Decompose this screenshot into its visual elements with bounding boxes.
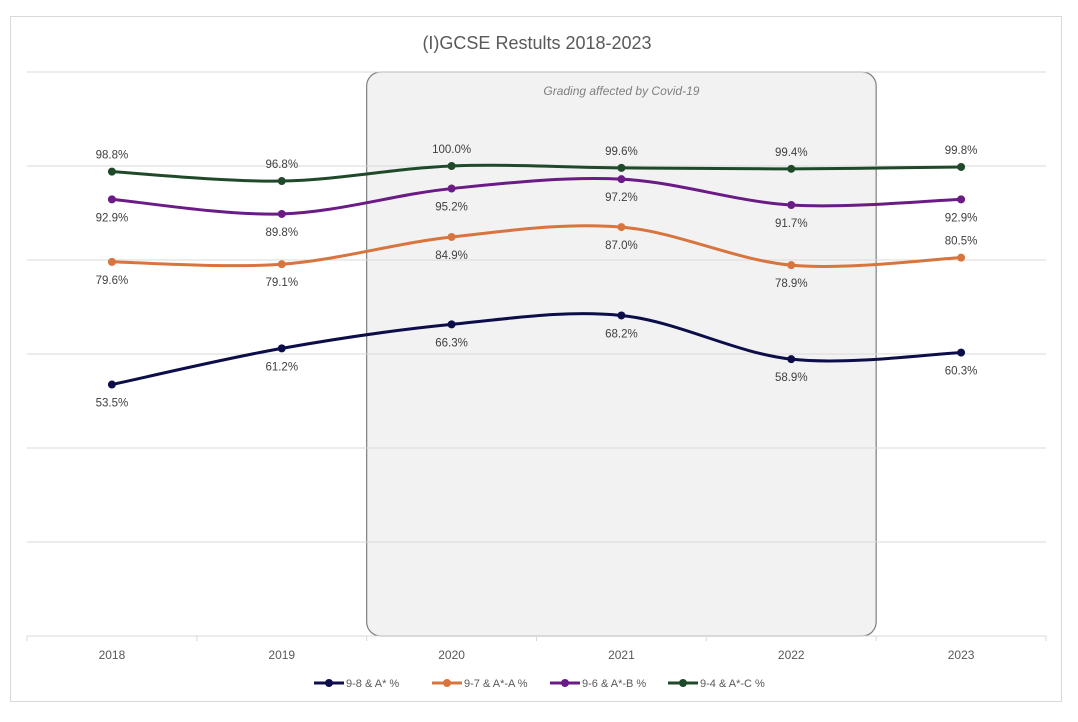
data-point [957, 348, 966, 357]
data-point [447, 232, 456, 241]
data-label: 99.8% [945, 145, 978, 157]
legend-marker [325, 679, 333, 687]
series-line [110, 224, 963, 268]
data-label: 97.2% [605, 192, 638, 204]
data-point [107, 380, 116, 389]
data-point [787, 201, 796, 210]
legend-marker [561, 679, 569, 687]
x-axis: 2018 2019 2020 2021 2022 2023 [26, 635, 1047, 662]
series-3 [107, 175, 966, 218]
legend-item: 9-8 & A* % [314, 678, 399, 690]
data-label: 79.1% [265, 277, 298, 289]
data-point [617, 223, 626, 232]
data-label: 60.3% [945, 366, 978, 378]
legend-label: 9-6 & A*-B % [582, 678, 646, 690]
data-label: 53.5% [96, 398, 129, 410]
data-label: 92.9% [945, 212, 978, 224]
data-point [957, 253, 966, 262]
x-tick-label: 2023 [948, 648, 975, 662]
data-point [447, 320, 456, 329]
data-point [277, 344, 286, 353]
data-point [277, 209, 286, 218]
covid-annotation-text: Grading affected by Covid-19 [543, 84, 699, 98]
data-label: 78.9% [775, 278, 808, 290]
data-point [957, 195, 966, 204]
series-line [110, 312, 963, 387]
series-4 [107, 162, 966, 186]
series-lines [107, 162, 966, 389]
series-2 [107, 223, 966, 270]
legend-label: 9-8 & A* % [346, 678, 399, 690]
legend-marker [443, 679, 451, 687]
legend-item: 9-7 & A*-A % [432, 678, 528, 690]
data-point [107, 167, 116, 176]
data-label: 99.4% [775, 147, 808, 159]
series-1 [107, 311, 966, 389]
legend-marker [679, 679, 687, 687]
data-point [107, 257, 116, 266]
legend-label: 9-4 & A*-C % [700, 678, 765, 690]
data-label: 89.8% [265, 227, 298, 239]
x-tick-label: 2018 [99, 648, 126, 662]
chart-title: (I)GCSE Restults 2018-2023 [422, 33, 651, 53]
legend-item: 9-6 & A*-B % [550, 678, 646, 690]
data-label: 68.2% [605, 328, 638, 340]
data-label: 66.3% [435, 337, 468, 349]
data-point [277, 177, 286, 186]
data-label: 96.8% [265, 159, 298, 171]
series-line [110, 177, 963, 216]
data-point [617, 175, 626, 184]
data-point [787, 261, 796, 270]
legend: 9-8 & A* % 9-7 & A*-A % 9-6 & A*-B % 9-4 & … [314, 678, 765, 690]
data-label: 80.5% [945, 236, 978, 248]
x-tick-label: 2021 [608, 648, 635, 662]
series-line [110, 163, 963, 183]
data-label: 95.2% [435, 202, 468, 214]
data-point [957, 162, 966, 171]
x-tick-label: 2022 [778, 648, 805, 662]
data-point [447, 184, 456, 193]
data-label: 91.7% [775, 218, 808, 230]
data-point [617, 311, 626, 320]
legend-label: 9-7 & A*-A % [464, 678, 528, 690]
legend-item: 9-4 & A*-C % [668, 678, 765, 690]
data-label: 79.6% [96, 275, 129, 287]
data-label: 84.9% [435, 250, 468, 262]
data-point [447, 162, 456, 170]
data-point [277, 260, 286, 269]
data-label: 100.0% [432, 144, 471, 156]
x-tick-label: 2020 [438, 648, 465, 662]
data-label: 99.6% [605, 146, 638, 158]
data-label: 98.8% [96, 150, 129, 162]
data-point [787, 164, 796, 173]
data-label: 92.9% [96, 212, 129, 224]
data-labels: 53.5% 61.2% 66.3% 68.2% 58.9% 60.3% 79.6% 79.1%… [96, 144, 978, 410]
x-tick-label: 2019 [268, 648, 295, 662]
data-label: 87.0% [605, 240, 638, 252]
data-label: 61.2% [265, 361, 298, 373]
data-point [617, 163, 626, 172]
data-point [107, 195, 116, 204]
data-point [787, 355, 796, 364]
data-label: 58.9% [775, 372, 808, 384]
